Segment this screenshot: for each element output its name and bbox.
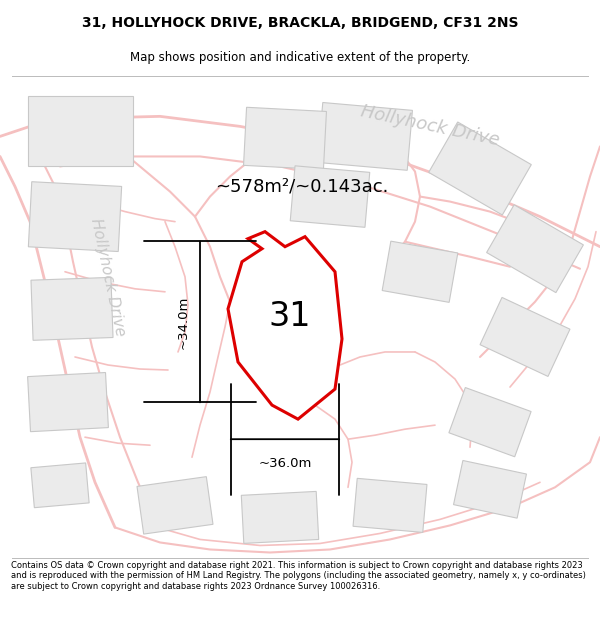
- Bar: [428, 122, 532, 215]
- Text: ~34.0m: ~34.0m: [177, 295, 190, 349]
- Bar: [487, 205, 583, 292]
- Bar: [480, 298, 570, 376]
- Text: 31: 31: [269, 301, 311, 333]
- Bar: [137, 477, 213, 534]
- Bar: [28, 182, 122, 251]
- Bar: [241, 491, 319, 543]
- Bar: [31, 278, 113, 341]
- Text: ~578m²/~0.143ac.: ~578m²/~0.143ac.: [215, 177, 388, 196]
- Text: ~36.0m: ~36.0m: [259, 458, 311, 470]
- Text: Hollyhock Drive: Hollyhock Drive: [359, 103, 501, 150]
- Text: 31, HOLLYHOCK DRIVE, BRACKLA, BRIDGEND, CF31 2NS: 31, HOLLYHOCK DRIVE, BRACKLA, BRIDGEND, …: [82, 16, 518, 30]
- Text: Map shows position and indicative extent of the property.: Map shows position and indicative extent…: [130, 51, 470, 64]
- Bar: [28, 96, 133, 166]
- Bar: [317, 102, 412, 170]
- Bar: [382, 241, 458, 302]
- Text: Hollyhock Drive: Hollyhock Drive: [88, 216, 128, 337]
- Bar: [31, 463, 89, 508]
- Bar: [28, 372, 109, 432]
- Bar: [454, 461, 526, 518]
- Text: Contains OS data © Crown copyright and database right 2021. This information is : Contains OS data © Crown copyright and d…: [11, 561, 586, 591]
- Bar: [353, 478, 427, 532]
- Bar: [244, 107, 326, 169]
- Polygon shape: [228, 232, 342, 419]
- Bar: [290, 166, 370, 228]
- Bar: [449, 388, 531, 457]
